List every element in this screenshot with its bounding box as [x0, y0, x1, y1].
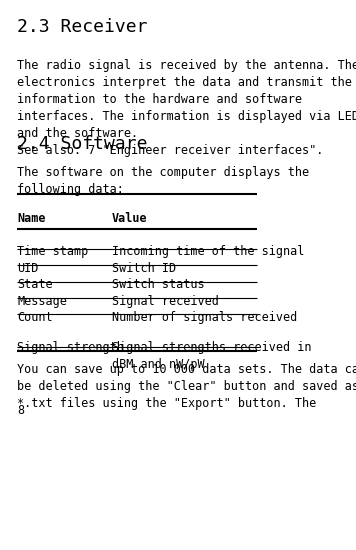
Text: Signal strengths received in
dBM and nW/pW: Signal strengths received in dBM and nW/…	[112, 341, 312, 371]
Text: Name: Name	[17, 212, 46, 224]
Text: UID: UID	[17, 262, 38, 275]
Text: The radio signal is received by the antenna. The
electronics interpret the data : The radio signal is received by the ante…	[17, 59, 356, 157]
Text: Message: Message	[17, 295, 67, 307]
Text: Switch status: Switch status	[112, 278, 205, 292]
Text: Signal strength: Signal strength	[17, 341, 124, 354]
Text: Switch ID: Switch ID	[112, 262, 176, 275]
Text: Time stamp: Time stamp	[17, 245, 88, 258]
Text: 2.3 Receiver: 2.3 Receiver	[17, 18, 148, 36]
Text: State: State	[17, 278, 53, 292]
Text: Signal received: Signal received	[112, 295, 219, 307]
Text: Number of signals received: Number of signals received	[112, 311, 297, 324]
Text: Count: Count	[17, 311, 53, 324]
Text: Value: Value	[112, 212, 148, 224]
Text: You can save up to 10 000 data sets. The data can
be deleted using the "Clear" b: You can save up to 10 000 data sets. The…	[17, 363, 356, 410]
Text: The software on the computer displays the
following data:: The software on the computer displays th…	[17, 166, 309, 196]
Text: Incoming time of the signal: Incoming time of the signal	[112, 245, 304, 258]
Text: 2.4 Software: 2.4 Software	[17, 135, 148, 153]
Text: 8: 8	[17, 404, 24, 417]
